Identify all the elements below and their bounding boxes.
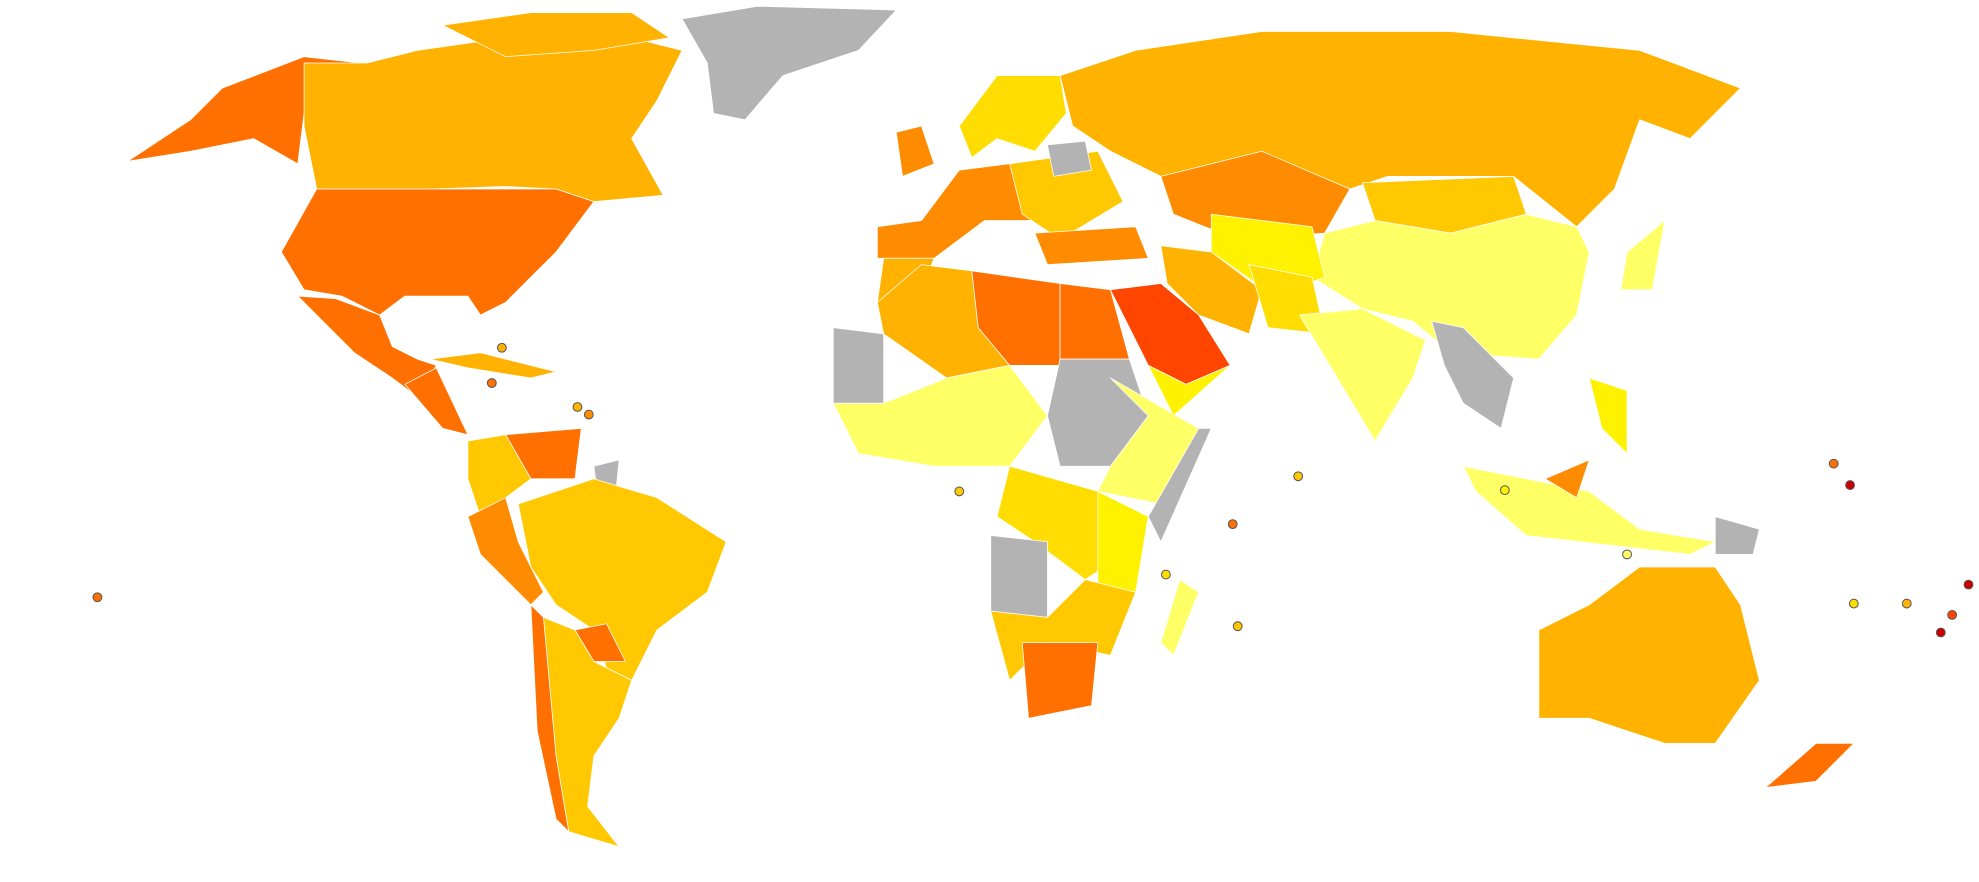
mauritania [832, 327, 885, 404]
usa [281, 188, 595, 316]
island [1947, 609, 1958, 620]
island [583, 409, 594, 420]
papua-new-guinea [1714, 516, 1760, 555]
south-africa [1021, 642, 1099, 719]
belarus [1047, 140, 1092, 177]
island [486, 378, 497, 388]
island [1848, 598, 1859, 609]
indonesia [1462, 465, 1716, 555]
island [496, 342, 507, 353]
uk [895, 125, 935, 177]
arctic-islands [442, 12, 670, 58]
angola [990, 535, 1048, 618]
chile [530, 604, 570, 832]
india [1299, 308, 1426, 442]
mexico [297, 295, 437, 398]
brazil [517, 478, 727, 681]
yemen [1147, 365, 1231, 417]
regions [92, 5, 1974, 848]
guyana [593, 459, 620, 486]
island [1622, 549, 1632, 560]
russia [1059, 31, 1741, 228]
somalia [1147, 428, 1212, 543]
island [1232, 621, 1243, 632]
peru [467, 497, 544, 606]
island [572, 402, 583, 412]
japan [1620, 220, 1666, 291]
greenland [681, 5, 897, 121]
libya [971, 270, 1061, 366]
island [1828, 458, 1839, 469]
island [1901, 598, 1912, 609]
central-america [404, 367, 469, 436]
island [1293, 471, 1304, 482]
southeast-asia [1431, 320, 1515, 429]
turkey [1034, 226, 1149, 265]
new-zealand [1765, 743, 1855, 788]
philippines [1588, 377, 1628, 454]
island [1499, 485, 1510, 496]
scandinavia [958, 75, 1067, 158]
island [1845, 480, 1855, 491]
iran [1160, 245, 1263, 335]
island [1160, 569, 1171, 580]
island [1963, 579, 1974, 590]
island [92, 592, 103, 603]
madagascar [1160, 579, 1200, 656]
caribbean [429, 352, 557, 379]
island [1935, 627, 1946, 638]
malaysia [1544, 459, 1590, 499]
island [1227, 519, 1238, 530]
island [954, 486, 965, 497]
australia [1538, 566, 1760, 744]
